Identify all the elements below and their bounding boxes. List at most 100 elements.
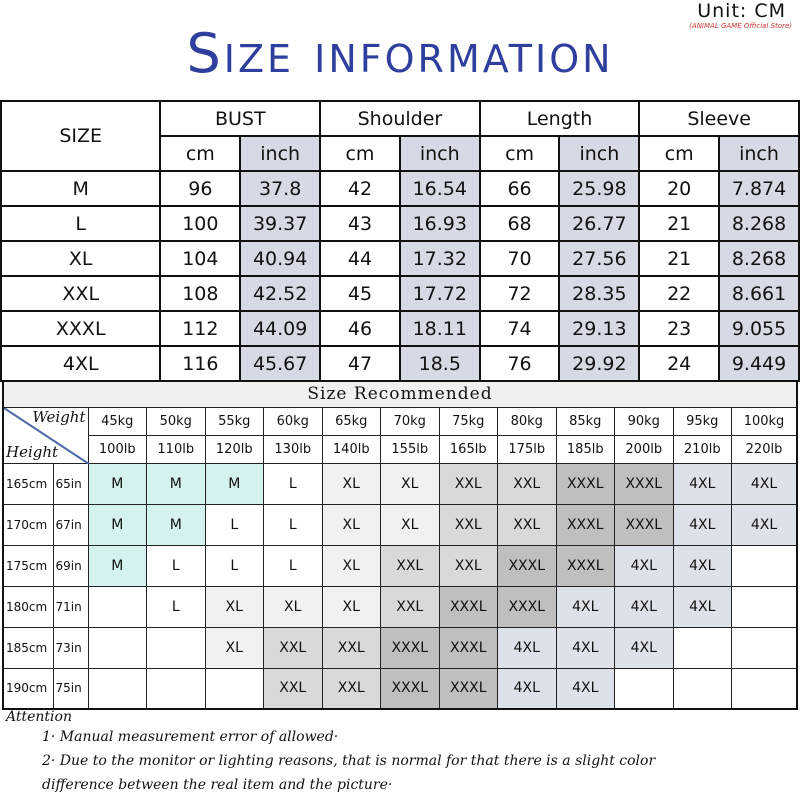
size-cell	[614, 667, 674, 710]
size-cell: M	[87, 462, 147, 505]
size-name: XXL	[0, 275, 162, 312]
measurement-cell: 22	[638, 275, 721, 312]
measurement-cell: 46	[319, 310, 401, 347]
size-cell: L	[263, 503, 323, 546]
store-label: (ANIMAL GAME Official Store)	[689, 22, 792, 30]
size-cell: XXL	[263, 626, 323, 669]
size-cell	[731, 667, 798, 710]
size-name: XL	[0, 240, 162, 277]
measurement-cell: 70	[478, 240, 561, 277]
size-cell	[672, 626, 732, 669]
measurement-cell: 45	[319, 275, 401, 312]
measurement-cell: 28.35	[558, 275, 641, 312]
measurement-cell: 18.11	[398, 310, 481, 347]
height-cm: 180cm	[2, 585, 54, 628]
unit-label: Unit: CM	[697, 0, 786, 22]
size-cell	[146, 667, 206, 710]
table-row: 165cm 65in M M M L XL XL XXL XXL XXXL XXXL 4XL 4XL	[2, 462, 798, 505]
sleeve-header: Sleeve	[638, 100, 800, 137]
size-cell: L	[263, 544, 323, 587]
unit-cm: cm	[478, 135, 561, 172]
unit-cm: cm	[638, 135, 721, 172]
weight-kg: 85kg	[555, 406, 615, 436]
measurement-cell: 116	[159, 345, 242, 382]
measurement-cell: 27.56	[558, 240, 641, 277]
measurement-cell: 96	[159, 170, 242, 207]
measurement-cell: 104	[159, 240, 242, 277]
size-table: SIZE BUST Shoulder Length Sleeve cm inch c…	[0, 100, 800, 382]
size-cell: XXL	[380, 544, 440, 587]
size-cell: XXXL	[380, 626, 440, 669]
note-3: difference between the real item and the…	[42, 777, 393, 793]
size-cell: M	[146, 503, 206, 546]
size-cell: 4XL	[672, 544, 732, 587]
measurement-cell: 29.13	[558, 310, 641, 347]
size-cell: M	[204, 462, 264, 505]
size-cell: 4XL	[731, 503, 798, 546]
size-cell: XL	[321, 544, 381, 587]
measurement-cell: 40.94	[239, 240, 322, 277]
measurement-cell: 43	[319, 205, 401, 242]
measurement-cell: 8.661	[718, 275, 800, 312]
size-cell: 4XL	[731, 462, 798, 505]
table-row: 175cm 69in M L L L XL XXL XXL XXXL XXXL 4XL 4XL	[2, 544, 798, 587]
size-cell	[87, 585, 147, 628]
measurement-cell: 26.77	[558, 205, 641, 242]
size-cell: XL	[380, 462, 440, 505]
height-in: 71in	[52, 585, 89, 628]
height-cm: 190cm	[2, 667, 54, 710]
size-cell: 4XL	[672, 503, 732, 546]
table-row: 170cm 67in M M L L XL XL XXL XXL XXXL XXXL 4XL 4XL	[2, 503, 798, 546]
attention-heading: Attention	[6, 709, 72, 725]
measurement-cell: 21	[638, 240, 721, 277]
size-cell: XXL	[438, 462, 498, 505]
size-header: SIZE	[0, 100, 162, 172]
size-cell: M	[87, 503, 147, 546]
size-cell: 4XL	[555, 667, 615, 710]
measurement-cell: 42	[319, 170, 401, 207]
measurement-cell: 16.54	[398, 170, 481, 207]
weight-lb: 100lb	[87, 434, 147, 464]
height-in: 69in	[52, 544, 89, 587]
weight-lb: 165lb	[438, 434, 498, 464]
height-cm: 165cm	[2, 462, 54, 505]
size-cell: 4XL	[614, 626, 674, 669]
measurement-cell: 44.09	[239, 310, 322, 347]
measurement-cell: 74	[478, 310, 561, 347]
size-name: 4XL	[0, 345, 162, 382]
measurement-cell: 9.055	[718, 310, 800, 347]
size-name: L	[0, 205, 162, 242]
height-in: 75in	[52, 667, 89, 710]
measurement-cell: 68	[478, 205, 561, 242]
weight-lb: 120lb	[204, 434, 264, 464]
size-cell: M	[146, 462, 206, 505]
measurement-cell: 72	[478, 275, 561, 312]
size-cell: 4XL	[672, 585, 732, 628]
weight-label: Weight	[32, 407, 86, 426]
measurement-cell: 76	[478, 345, 561, 382]
weight-lb: 200lb	[614, 434, 674, 464]
size-cell: XXL	[438, 503, 498, 546]
unit-inch: inch	[398, 135, 481, 172]
size-cell: 4XL	[497, 626, 557, 669]
size-cell	[731, 544, 798, 587]
measurement-cell: 24	[638, 345, 721, 382]
measurement-cell: 23	[638, 310, 721, 347]
page-title: Size information	[186, 22, 614, 85]
size-cell: XXXL	[438, 585, 498, 628]
measurement-cell: 21	[638, 205, 721, 242]
size-cell: XXXL	[555, 544, 615, 587]
weight-kg: 100kg	[731, 406, 798, 436]
attention-notes: Attention 1· Manual measurement error of…	[6, 709, 655, 801]
weight-lb: 220lb	[731, 434, 798, 464]
measurement-cell: 25.98	[558, 170, 641, 207]
height-in: 73in	[52, 626, 89, 669]
table-row: 185cm 73in XL XXL XXL XXXL XXXL 4XL 4XL 4XL	[2, 626, 798, 669]
measurement-cell: 16.93	[398, 205, 481, 242]
size-cell: L	[204, 544, 264, 587]
size-cell: XXXL	[497, 544, 557, 587]
measurement-cell: 47	[319, 345, 401, 382]
size-cell: XXL	[438, 544, 498, 587]
measurement-cell: 45.67	[239, 345, 322, 382]
size-cell: 4XL	[672, 462, 732, 505]
